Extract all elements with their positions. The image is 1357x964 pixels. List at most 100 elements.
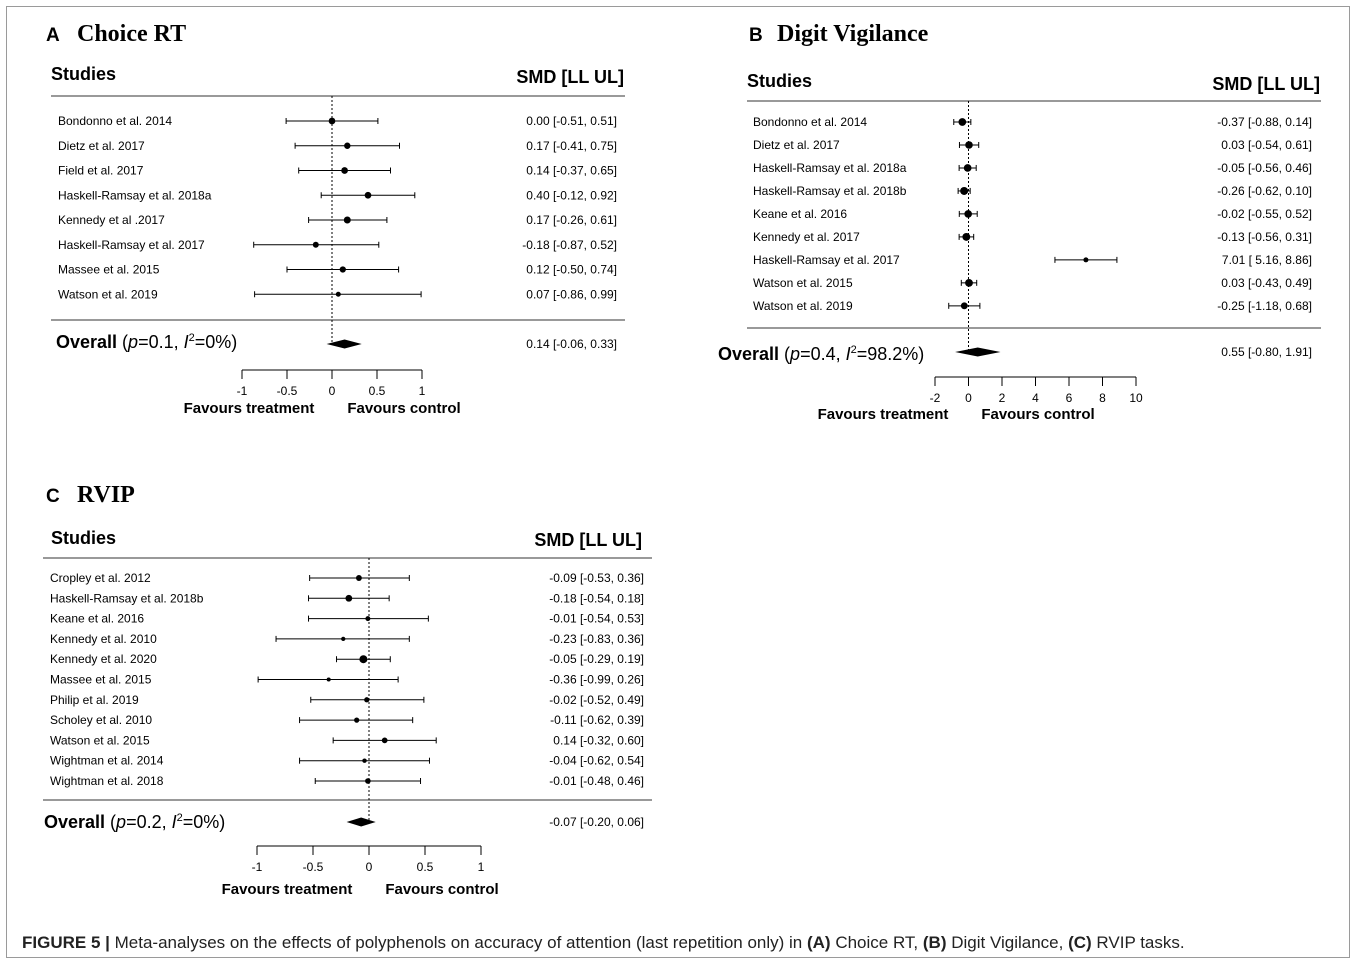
panel-b-study-name: Haskell-Ramsay et al. 2018b [753, 184, 907, 198]
panel-a-study-ci-text: 0.14 [-0.37, 0.65] [526, 164, 617, 178]
panel-a-favours-left: Favours treatment [184, 400, 315, 417]
caption-c-text: RVIP tasks. [1091, 933, 1185, 952]
overall-p-symbol: p [789, 344, 800, 364]
panel-a-study-name: Massee et al. 2015 [58, 263, 160, 277]
overall-p-symbol: p [127, 332, 138, 352]
caption-b-label: (B) [922, 933, 947, 952]
panel-c-study-name: Massee et al. 2015 [50, 673, 152, 687]
panel-c-overall-label: Overall (p=0.2, I2=0%) [44, 812, 225, 832]
panel-c-study-ci-text: -0.11 [-0.62, 0.39] [550, 713, 644, 727]
panel-b-study-name: Kennedy et al. 2017 [753, 230, 860, 244]
panel-b-study-ci-text: 0.03 [-0.43, 0.49] [1221, 276, 1312, 290]
panel-c-favours-right: Favours control [385, 881, 498, 898]
panel-b-point-estimate [958, 118, 967, 126]
panel-c-study-name: Philip et al. 2019 [50, 693, 139, 707]
panel-a-favours-right: Favours control [347, 400, 460, 417]
panel-b-x-tick-label: 2 [999, 391, 1006, 405]
panel-b-overall-ci-text: 0.55 [-0.80, 1.91] [1221, 345, 1312, 359]
figure-caption: FIGURE 5 | Meta-analyses on the effects … [22, 933, 1185, 953]
panel-b-study-ci-text: -0.02 [-0.55, 0.52] [1217, 207, 1312, 221]
panel-b-study-ci-text: 7.01 [ 5.16, 8.86] [1222, 253, 1312, 267]
overall-i2-value: =98.2%) [857, 344, 925, 364]
overall-i-symbol: I [184, 332, 189, 352]
overall-word: Overall [56, 332, 117, 352]
panel-b-overall-label: Overall (p=0.4, I2=98.2%) [718, 344, 924, 364]
panel-c-study-name: Wightman et al. 2014 [50, 754, 164, 768]
panel-a-point-estimate [328, 117, 336, 125]
panel-a-title: Choice RT [77, 21, 186, 47]
panel-c-study-ci-text: -0.36 [-0.99, 0.26] [549, 673, 644, 687]
overall-word: Overall [718, 344, 779, 364]
panel-a-x-tick-label: -0.5 [277, 384, 298, 398]
caption-figure-label: FIGURE 5 | [22, 933, 110, 952]
panel-a-point-estimate [364, 191, 372, 199]
panel-c-x-tick-label: 0.5 [417, 860, 434, 874]
panel-b-study-name: Haskell-Ramsay et al. 2018a [753, 161, 907, 175]
panel-c-study-name: Watson et al. 2015 [50, 733, 150, 747]
overall-i-superscript: 2 [177, 812, 183, 824]
panel-b-study-name: Bondonno et al. 2014 [753, 115, 867, 129]
panel-a-x-tick-label: 1 [419, 384, 426, 398]
caption-a-label: (A) [806, 933, 831, 952]
panel-c-study-name: Cropley et al. 2012 [50, 571, 151, 585]
panel-b-point-estimate [963, 164, 972, 172]
panel-b-title: Digit Vigilance [777, 21, 929, 47]
panel-b-study-ci-text: -0.13 [-0.56, 0.31] [1217, 230, 1312, 244]
panel-c-point-estimate [365, 778, 371, 784]
panel-a-study-ci-text: 0.40 [-0.12, 0.92] [526, 188, 617, 202]
panel-a-point-estimate [335, 291, 341, 297]
overall-p-value: =0.4, [800, 344, 846, 364]
panel-a-overall-ci-text: 0.14 [-0.06, 0.33] [526, 337, 617, 351]
panel-c-study-name: Scholey et al. 2010 [50, 713, 152, 727]
panel-b-point-estimate [1083, 257, 1089, 263]
panel-c-letter: C [46, 486, 60, 507]
panel-b-point-estimate [960, 302, 968, 310]
panel-b-x-tick-label: 6 [1066, 391, 1073, 405]
panel-c-study-ci-text: -0.01 [-0.54, 0.53] [549, 612, 644, 626]
panel-a-study-name: Dietz et al. 2017 [58, 139, 145, 153]
panel-a-study-name: Watson et al. 2019 [58, 287, 158, 301]
panel-a-point-estimate [339, 266, 346, 273]
panel-c-overall-diamond [346, 817, 376, 827]
overall-i2-value: =0%) [183, 812, 226, 832]
panel-b-point-estimate [964, 210, 972, 218]
overall-i-symbol: I [846, 344, 851, 364]
panel-a-study-ci-text: 0.17 [-0.26, 0.61] [526, 213, 617, 227]
panel-a-x-tick-label: 0.5 [369, 384, 386, 398]
panel-c-x-tick-label: 1 [478, 860, 485, 874]
overall-i-symbol: I [172, 812, 177, 832]
overall-i2-value: =0%) [195, 332, 238, 352]
panel-c-effect-header: SMD [LL UL] [534, 530, 642, 550]
panel-c-point-estimate [341, 636, 346, 642]
panel-b-point-estimate [962, 232, 971, 241]
panel-c-x-tick-label: 0 [366, 860, 373, 874]
panel-c-studies-header: Studies [51, 528, 116, 548]
panel-b-x-tick-label: 8 [1099, 391, 1106, 405]
panel-b-letter: B [749, 25, 763, 46]
overall-paren-open: ( [779, 344, 790, 364]
panel-c-point-estimate [326, 677, 331, 682]
panel-c-point-estimate [359, 655, 368, 664]
panel-c-point-estimate [362, 758, 367, 763]
panel-c-study-name: Kennedy et al. 2020 [50, 652, 157, 666]
panel-a-effect-header: SMD [LL UL] [516, 67, 624, 87]
panel-c-point-estimate [354, 717, 360, 723]
panel-c-study-name: Haskell-Ramsay et al. 2018b [50, 591, 204, 605]
caption-c-label: (C) [1068, 933, 1092, 952]
panel-a-study-name: Kennedy et al .2017 [58, 213, 165, 227]
panel-c-x-tick-label: -1 [252, 860, 263, 874]
panel-a-study-ci-text: 0.17 [-0.41, 0.75] [526, 139, 617, 153]
panel-c-study-ci-text: -0.05 [-0.29, 0.19] [549, 652, 644, 666]
panel-c-title: RVIP [77, 482, 135, 508]
panel-c-study-name: Kennedy et al. 2010 [50, 632, 157, 646]
overall-word: Overall [44, 812, 105, 832]
panel-b-overall-diamond [955, 347, 1001, 357]
panel-b-point-estimate [965, 141, 973, 149]
panel-c-favours-left: Favours treatment [222, 881, 353, 898]
figure-frame [6, 6, 1350, 958]
panel-c-point-estimate [345, 594, 353, 602]
panel-a-studies-header: Studies [51, 64, 116, 84]
panel-c-study-ci-text: -0.23 [-0.83, 0.36] [549, 632, 644, 646]
panel-a-overall-label: Overall (p=0.1, I2=0%) [56, 332, 237, 352]
panel-c-study-ci-text: -0.18 [-0.54, 0.18] [549, 591, 644, 605]
